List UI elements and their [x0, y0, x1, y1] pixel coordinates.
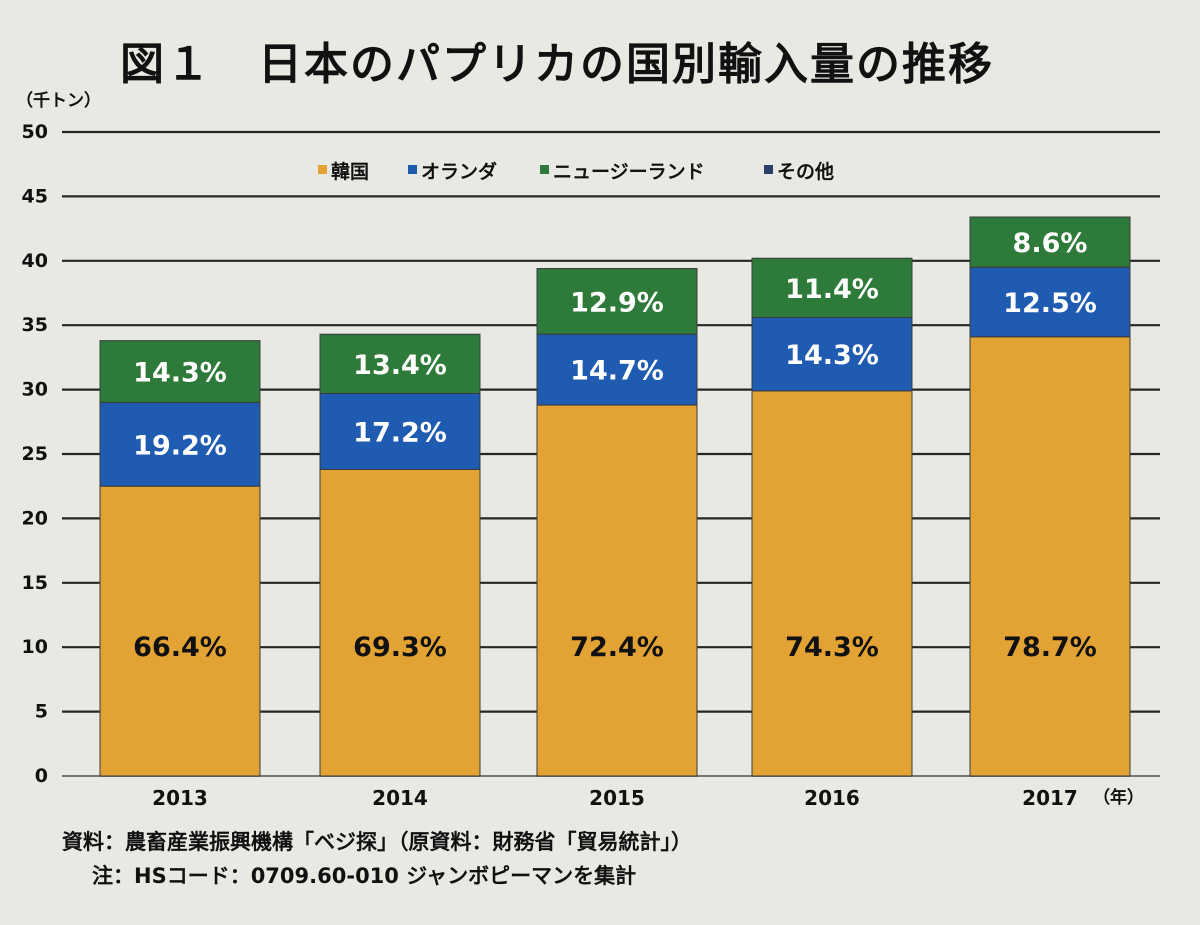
y-tick-label: 40 — [22, 250, 48, 272]
legend-swatch — [764, 165, 773, 174]
y-tick-label: 50 — [22, 121, 48, 143]
bar-segment — [536, 333, 698, 406]
data-label: 8.6% — [1013, 228, 1088, 259]
legend-swatch — [540, 165, 549, 174]
chart-title: 図１ 日本のパプリカの国別輸入量の推移 — [120, 39, 994, 90]
bars: 66.4% 19.2% 14.3% 69.3% 17.2% 13.4% 72.4% 14.7%… — [99, 216, 1131, 777]
x-tick-label: 2017 — [1022, 786, 1078, 810]
data-label: 12.9% — [570, 287, 664, 318]
y-tick-label: 10 — [22, 636, 48, 658]
x-tick-label: 2016 — [804, 786, 860, 810]
data-label: 74.3% — [785, 632, 879, 663]
data-label: 14.3% — [785, 340, 879, 371]
data-label: 14.7% — [570, 356, 664, 387]
bar-segment — [969, 266, 1131, 338]
x-tick-label: 2015 — [589, 786, 645, 810]
source-note: 資料：農畜産業振興機構「ベジ探」（原資料：財務省「貿易統計」） — [62, 830, 692, 854]
bar-segment — [319, 392, 481, 470]
data-label: 66.4% — [133, 632, 227, 663]
bar-segment — [536, 404, 698, 777]
x-tick-label: 2014 — [372, 786, 428, 810]
bar-segment — [969, 336, 1131, 777]
bar-segment — [751, 257, 913, 318]
bar-segment — [319, 333, 481, 394]
legend: 韓国 オランダ ニュージーランド その他 — [318, 160, 834, 183]
data-label: 69.3% — [353, 632, 447, 663]
bar-segment — [969, 216, 1131, 268]
bar-segment — [536, 268, 698, 335]
legend-label: オランダ — [421, 160, 497, 183]
x-axis-unit: （年） — [1093, 787, 1144, 808]
hs-code-note: 注：HSコード：0709.60-010 ジャンボピーマンを集計 — [92, 864, 637, 888]
data-label: 72.4% — [570, 632, 664, 663]
y-tick-label: 35 — [22, 314, 48, 336]
bar-segment — [751, 316, 913, 392]
data-label: 17.2% — [353, 417, 447, 448]
data-label: 13.4% — [353, 350, 447, 381]
data-label: 11.4% — [785, 274, 879, 305]
y-tick-label: 15 — [22, 572, 48, 594]
y-tick-label: 45 — [22, 185, 48, 207]
bar-segment — [99, 340, 261, 403]
y-tick-label: 30 — [22, 379, 48, 401]
x-tick-label: 2013 — [152, 786, 208, 810]
y-axis-unit: （千トン） — [16, 90, 101, 111]
data-label: 19.2% — [133, 430, 227, 461]
legend-label: 韓国 — [331, 160, 369, 183]
y-tick-label: 20 — [22, 507, 48, 529]
y-tick-label: 25 — [22, 443, 48, 465]
bar-segment — [99, 485, 261, 777]
x-axis-ticks: 2013 2014 2015 2016 2017 — [152, 786, 1078, 810]
legend-label: ニュージーランド — [553, 161, 705, 183]
legend-swatch — [318, 165, 327, 174]
legend-swatch — [408, 165, 417, 174]
bar-segment — [751, 390, 913, 777]
bar-segment — [99, 401, 261, 487]
y-tick-label: 5 — [35, 701, 48, 723]
y-axis-ticks: 0 5 10 15 20 25 30 35 40 45 50 — [22, 121, 48, 787]
data-label: 14.3% — [133, 358, 227, 389]
legend-label: その他 — [777, 160, 834, 183]
data-label: 12.5% — [1003, 288, 1097, 319]
data-label: 78.7% — [1003, 632, 1097, 663]
y-tick-label: 0 — [35, 765, 48, 787]
bar-segment — [319, 468, 481, 777]
